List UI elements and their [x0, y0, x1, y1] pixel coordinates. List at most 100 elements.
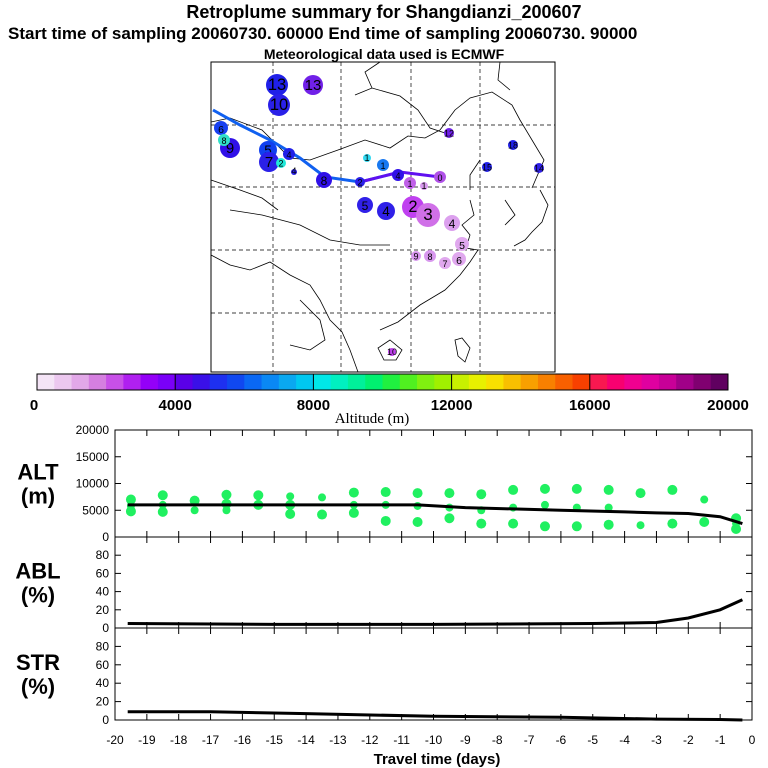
- trajectory-dot-marker: [259, 152, 279, 172]
- altitude-point: [190, 506, 199, 515]
- x-tick-label: -1: [715, 733, 726, 747]
- panel-frame: [114, 429, 753, 538]
- colorbar-cell: [417, 374, 435, 390]
- altitude-point: [635, 488, 646, 499]
- trajectory-dot-marker: [266, 74, 288, 96]
- colorbar-cell: [503, 374, 522, 390]
- trajectory-dot: 2: [355, 177, 365, 188]
- altitude-point: [318, 493, 327, 502]
- trajectory-dot-label: 7: [265, 154, 273, 171]
- sampling-time-subtitle: Start time of sampling 20060730. 60000 E…: [8, 24, 638, 43]
- trajectory-dot-label: 10: [270, 96, 288, 114]
- trajectory-dot: 14: [534, 163, 544, 174]
- colorbar-cell: [365, 374, 383, 390]
- y-tick-label: 0: [102, 621, 109, 635]
- x-tick-label: -14: [297, 733, 315, 747]
- colorbar-tick-label: 12000: [431, 397, 473, 414]
- altitude-point: [699, 517, 710, 528]
- trajectory-dot-marker: [439, 257, 451, 269]
- trajectory-dot-label: 8: [321, 174, 328, 188]
- colorbar-cell: [88, 374, 107, 390]
- colorbar-cell: [175, 374, 193, 390]
- trajectory-dot-marker: [420, 182, 428, 190]
- altitude-point: [157, 506, 168, 517]
- trajectory-dot-label: 2: [278, 159, 283, 169]
- colorbar-cell: [641, 374, 660, 390]
- panel-ylabel-line: (%): [21, 674, 55, 699]
- panel-str: 0 20 40 60 80 STR (%): [16, 627, 753, 727]
- colorbar-tick-label: 20000: [707, 397, 749, 414]
- altitude-point: [221, 489, 232, 500]
- trajectory-dot: 1: [404, 177, 416, 189]
- trajectory-dot-marker: [452, 252, 466, 266]
- altitude-point: [286, 492, 295, 501]
- y-tick-label: 0: [102, 713, 109, 727]
- colorbar-cell: [106, 374, 124, 390]
- colorbar-cell: [157, 374, 176, 390]
- x-tick-label: -10: [425, 733, 443, 747]
- trajectory-dot: 4: [291, 166, 297, 176]
- trajectory-dot-marker: [508, 140, 518, 150]
- trajectory-dot-label: 10: [387, 347, 397, 357]
- colorbar-cell: [676, 374, 694, 390]
- colorbar-cell: [693, 374, 712, 390]
- colorbar-cell: [537, 374, 556, 390]
- x-tick-label: -17: [202, 733, 220, 747]
- x-tick-label: -5: [587, 733, 598, 747]
- trajectory-dot: 4: [377, 202, 395, 220]
- trajectory-dot-marker: [416, 203, 440, 227]
- trajectory-dot-label: 1: [364, 153, 369, 163]
- trajectory-dot-marker: [388, 348, 396, 356]
- trajectory-dot: 10: [268, 94, 290, 116]
- panel-abl: 0 20 40 60 80 ABL (%): [15, 536, 753, 635]
- trajectory-dot-marker: [355, 177, 365, 187]
- trajectory-dot: 7: [259, 152, 279, 172]
- x-tick-label: -12: [361, 733, 379, 747]
- colorbar-axis-label: Altitude (m): [335, 411, 410, 427]
- x-tick-label: -16: [234, 733, 252, 747]
- trajectory-dot-label: 4: [291, 166, 296, 176]
- trajectory-dot-marker: [276, 158, 286, 168]
- colorbar-cell: [37, 374, 55, 390]
- altitude-point: [571, 521, 582, 532]
- trajectory-dot-label: 8: [427, 252, 432, 262]
- altitude-point: [667, 484, 678, 495]
- colorbar-cell: [468, 374, 487, 390]
- x-tick-label: -6: [556, 733, 567, 747]
- trajectory-dot: 3: [416, 203, 440, 227]
- panel-ylabel-line: (%): [21, 583, 55, 608]
- panel-ylabel-line: (m): [21, 484, 55, 509]
- trajectory-dot-label: 1: [421, 181, 426, 191]
- trajectory-dot-marker: [455, 237, 469, 251]
- trajectory-dot-label: 5: [362, 199, 369, 213]
- x-tick-label: -13: [329, 733, 347, 747]
- x-tick-label: -15: [266, 733, 284, 747]
- colorbar-cell: [710, 374, 729, 390]
- y-tick-label: 20: [96, 603, 110, 617]
- altitude-point: [125, 506, 136, 517]
- y-tick-label: 20: [96, 695, 110, 709]
- colorbar-cell: [192, 374, 211, 390]
- colorbar-cell: [572, 374, 591, 390]
- x-axis-label: Travel time (days): [374, 751, 501, 768]
- trajectory-dot-label: 9: [413, 252, 418, 262]
- altitude-point: [380, 515, 391, 526]
- panel-ylabel-line: STR: [16, 650, 60, 675]
- trajectory-dot: 4: [392, 169, 404, 181]
- panel-ylabel-line: ABL: [15, 559, 60, 584]
- trajectory-dot: 10: [387, 347, 397, 357]
- y-tick-label: 80: [96, 548, 110, 562]
- altitude-point: [125, 494, 136, 505]
- colorbar-cell: [520, 374, 539, 390]
- altitude-point: [348, 507, 359, 518]
- colorbar-cell: [658, 374, 677, 390]
- trajectory-dot-label: 13: [268, 76, 286, 94]
- trajectory-dot: 1: [420, 181, 428, 191]
- trajectory-dot: 1: [363, 153, 371, 163]
- main-title: Retroplume summary for Shangdianzi_20060…: [186, 2, 582, 22]
- trajectory-dot: 13: [303, 75, 323, 95]
- trajectory-dot: 12: [444, 128, 454, 139]
- colorbar-cell: [330, 374, 349, 390]
- colorbar-cell: [382, 374, 401, 390]
- trajectory-dot: 4: [283, 148, 295, 160]
